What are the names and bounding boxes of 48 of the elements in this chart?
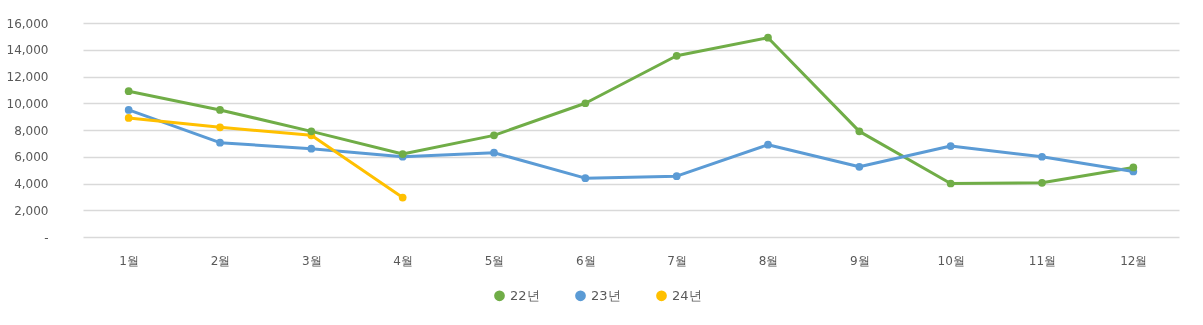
x-tick-label: 3월 bbox=[302, 253, 322, 268]
point bbox=[216, 138, 224, 147]
x-tick-label: 12월 bbox=[1120, 253, 1148, 268]
x-tick-label: 10월 bbox=[937, 253, 965, 268]
point bbox=[124, 106, 133, 114]
point bbox=[307, 144, 316, 153]
point bbox=[672, 172, 681, 181]
x-tick-label: 5월 bbox=[484, 253, 505, 268]
point bbox=[764, 33, 772, 42]
legend-label: 23년 bbox=[591, 287, 621, 303]
y-tick-label: 10,000 bbox=[6, 96, 49, 111]
point bbox=[124, 114, 133, 122]
y-tick-label: 4,000 bbox=[14, 177, 49, 191]
point bbox=[490, 148, 498, 157]
point bbox=[216, 123, 224, 132]
x-tick-label: 7월 bbox=[667, 253, 687, 268]
point bbox=[1038, 152, 1046, 161]
point bbox=[672, 51, 681, 60]
legend-label: 24년 bbox=[672, 287, 702, 303]
x-tick-label: 4월 bbox=[393, 253, 413, 268]
point bbox=[216, 106, 224, 114]
point bbox=[124, 87, 133, 96]
point bbox=[581, 174, 590, 183]
y-tick-label: - bbox=[44, 230, 49, 245]
y-tick-label: 6,000 bbox=[14, 150, 49, 165]
point bbox=[764, 140, 772, 149]
point bbox=[490, 131, 498, 140]
point bbox=[307, 127, 316, 136]
x-tick-label: 6월 bbox=[576, 253, 596, 268]
x-tick-label: 9월 bbox=[850, 253, 870, 268]
point bbox=[855, 162, 864, 171]
point bbox=[946, 142, 955, 150]
x-tick-label: 8월 bbox=[758, 253, 779, 268]
y-tick-label: 12,000 bbox=[6, 70, 49, 84]
y-tick-label: 16,000 bbox=[6, 16, 49, 31]
x-tick-label: 2월 bbox=[210, 253, 231, 268]
point bbox=[1038, 178, 1046, 187]
point bbox=[1129, 163, 1138, 172]
y-tick-label: 14,000 bbox=[6, 43, 49, 58]
point bbox=[946, 179, 955, 188]
point bbox=[581, 99, 590, 108]
point bbox=[398, 193, 407, 202]
y-tick-label: 2,000 bbox=[14, 203, 49, 218]
y-tick-label: 8,000 bbox=[14, 123, 49, 138]
x-tick-label: 1월 bbox=[119, 253, 139, 268]
legend-label: 22년 bbox=[510, 287, 540, 303]
x-tick-label: 11월 bbox=[1028, 253, 1057, 268]
point bbox=[855, 127, 864, 136]
